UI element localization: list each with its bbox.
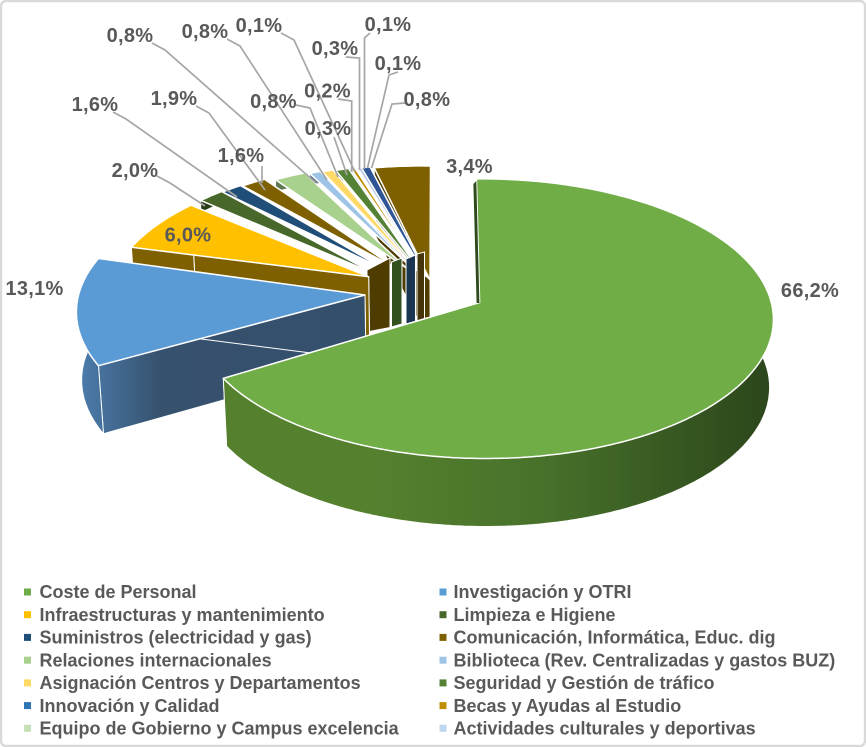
svg-text:0,8%: 0,8% bbox=[107, 25, 154, 47]
svg-text:3,4%: 3,4% bbox=[446, 156, 493, 178]
svg-text:Equipo de Gobierno y Campus ex: Equipo de Gobierno y Campus excelencia bbox=[40, 719, 400, 739]
svg-text:Innovación y Calidad: Innovación y Calidad bbox=[40, 696, 220, 716]
svg-text:Becas y Ayudas al Estudio: Becas y Ayudas al Estudio bbox=[454, 696, 682, 716]
svg-text:Asignación Centros y Departame: Asignación Centros y Departamentos bbox=[40, 673, 361, 693]
svg-text:0,1%: 0,1% bbox=[365, 14, 412, 36]
svg-text:Suministros (electricidad y ga: Suministros (electricidad y gas) bbox=[40, 628, 312, 648]
svg-text:0,1%: 0,1% bbox=[375, 53, 422, 75]
svg-text:Biblioteca (Rev. Centralizadas: Biblioteca (Rev. Centralizadas y gastos … bbox=[454, 650, 836, 670]
svg-text:6,0%: 6,0% bbox=[165, 225, 212, 247]
svg-text:0,1%: 0,1% bbox=[236, 15, 283, 37]
svg-text:Actividades culturales y depor: Actividades culturales y deportivas bbox=[454, 719, 756, 739]
svg-text:0,8%: 0,8% bbox=[404, 89, 451, 111]
svg-text:1,6%: 1,6% bbox=[72, 94, 119, 116]
svg-text:0,8%: 0,8% bbox=[182, 21, 229, 43]
svg-text:1,9%: 1,9% bbox=[151, 88, 198, 110]
svg-text:Coste de Personal: Coste de Personal bbox=[40, 582, 197, 602]
svg-text:Comunicación, Informática, Edu: Comunicación, Informática, Educ. dig bbox=[454, 628, 776, 648]
svg-text:0,3%: 0,3% bbox=[312, 38, 359, 60]
svg-text:0,8%: 0,8% bbox=[250, 91, 297, 113]
svg-text:66,2%: 66,2% bbox=[781, 280, 839, 302]
svg-text:Investigación y OTRI: Investigación y OTRI bbox=[454, 582, 632, 602]
svg-text:13,1%: 13,1% bbox=[5, 278, 63, 300]
svg-text:Seguridad y Gestión de tráfico: Seguridad y Gestión de tráfico bbox=[454, 673, 715, 693]
svg-text:Relaciones internacionales: Relaciones internacionales bbox=[40, 650, 272, 670]
svg-text:0,2%: 0,2% bbox=[304, 81, 351, 103]
svg-text:Infraestructuras y mantenimien: Infraestructuras y mantenimiento bbox=[40, 605, 325, 625]
svg-text:2,0%: 2,0% bbox=[112, 160, 159, 182]
svg-text:Limpieza e Higiene: Limpieza e Higiene bbox=[454, 605, 616, 625]
svg-text:1,6%: 1,6% bbox=[218, 145, 265, 167]
svg-text:0,3%: 0,3% bbox=[305, 118, 352, 140]
